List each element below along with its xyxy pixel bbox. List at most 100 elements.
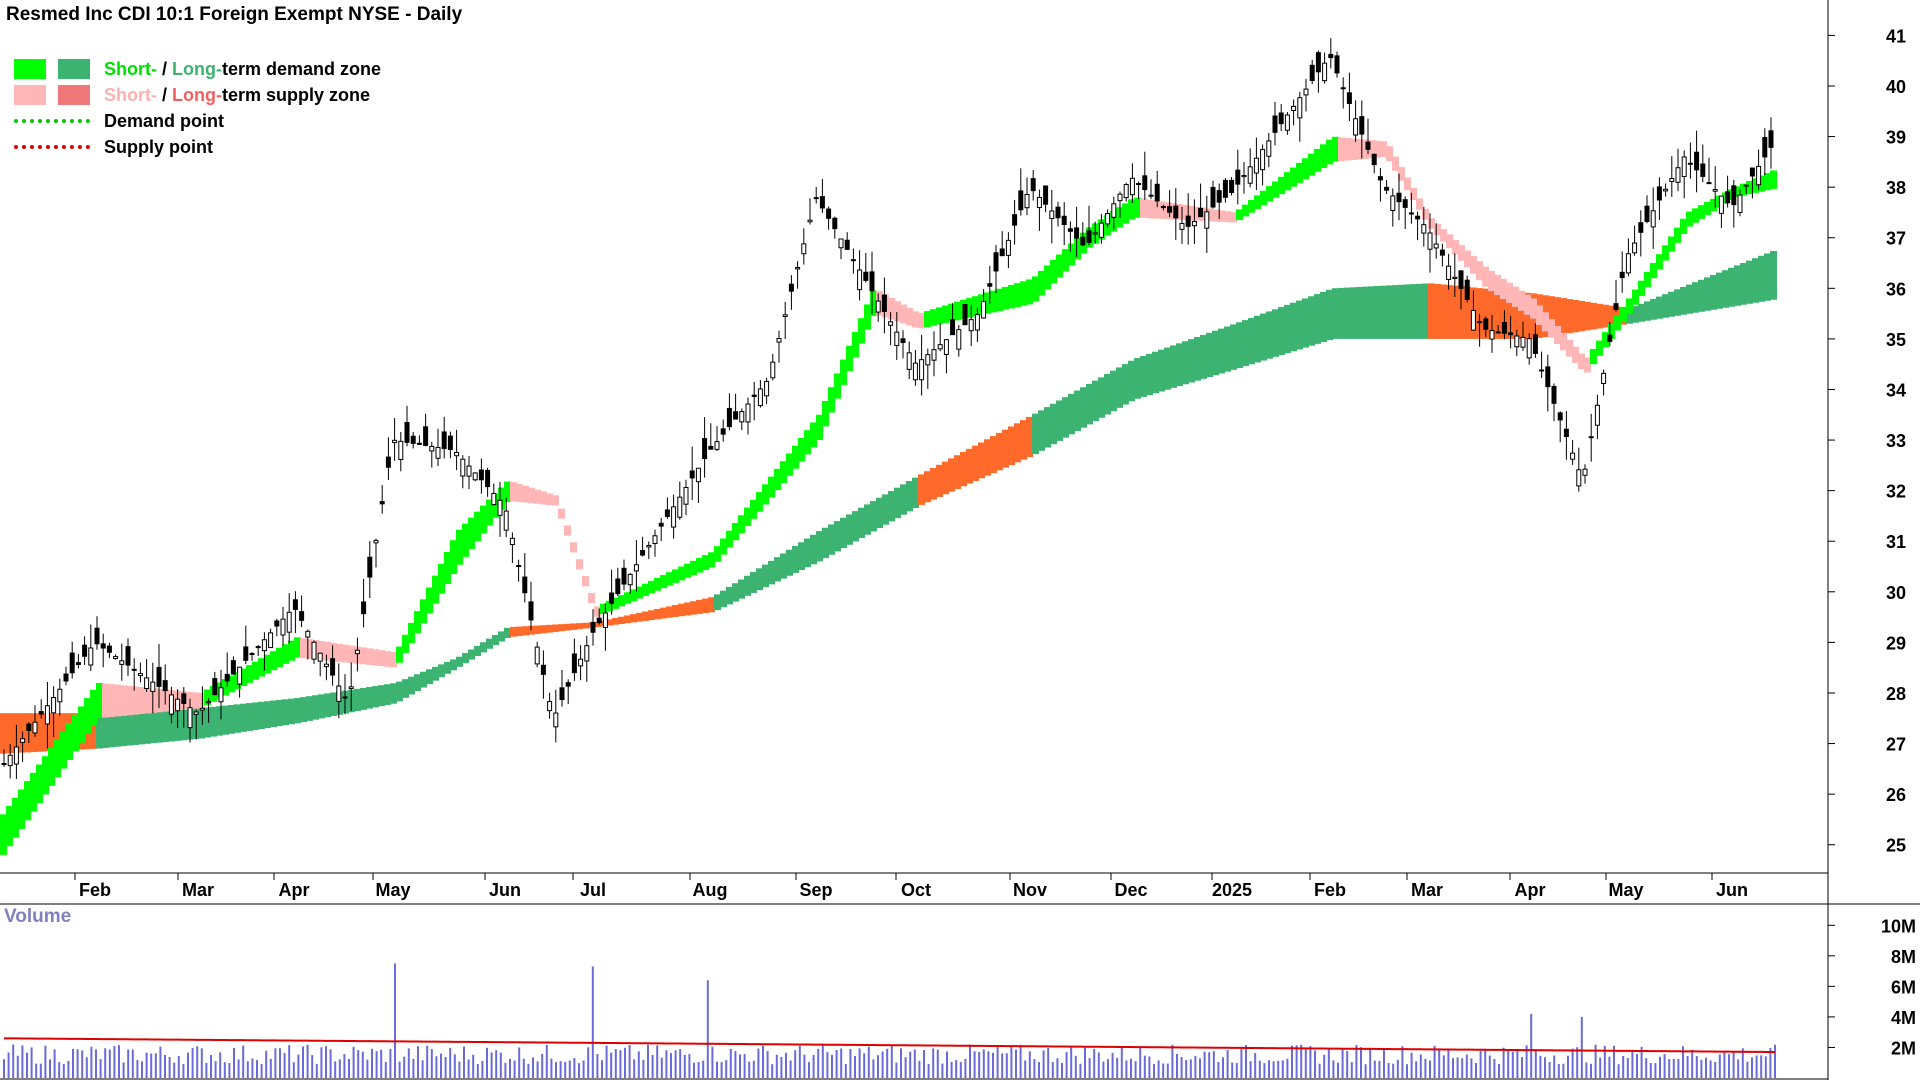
- short-zone-slice: [888, 297, 895, 320]
- short-zone-slice: [1602, 332, 1609, 348]
- candle-body: [695, 467, 701, 483]
- long-zone-slice: [876, 497, 883, 529]
- short-zone-slice: [1398, 167, 1405, 181]
- long-zone-slice: [582, 622, 589, 629]
- candle-body: [1129, 177, 1135, 196]
- long-zone-slice: [1116, 367, 1123, 408]
- candle-body: [1681, 156, 1687, 177]
- long-zone-slice: [24, 713, 31, 753]
- candle-body: [534, 646, 540, 665]
- candle-body: [410, 435, 416, 444]
- candle-body: [627, 573, 633, 586]
- short-zone-slice: [1338, 137, 1345, 162]
- short-zone-slice: [54, 739, 61, 778]
- short-zone-slice: [48, 747, 55, 786]
- short-zone-slice: [1206, 208, 1213, 222]
- candle-body: [330, 658, 336, 676]
- candle-body: [1098, 222, 1104, 238]
- short-zone-slice: [1122, 203, 1129, 224]
- long-term-zone: [0, 251, 1777, 754]
- short-zone-slice: [1146, 199, 1153, 219]
- candle-body: [354, 649, 360, 655]
- short-zone-slice: [1770, 170, 1777, 189]
- legend: Short- / Long- term demand zone Short- /…: [14, 56, 381, 160]
- short-zone-slice: [138, 687, 145, 715]
- long-zone-slice: [564, 623, 571, 631]
- candle-body: [441, 431, 447, 449]
- short-zone-slice: [816, 414, 823, 441]
- candle-body: [912, 362, 918, 381]
- candle-body: [466, 465, 472, 477]
- short-zone-slice: [258, 658, 265, 677]
- long-zone-slice: [1284, 304, 1291, 354]
- long-zone-slice: [762, 564, 769, 588]
- candle-body: [162, 680, 168, 692]
- long-zone-slice: [234, 704, 241, 733]
- candle-body: [1532, 334, 1538, 354]
- long-zone-slice: [642, 611, 649, 621]
- candle-body: [1005, 239, 1011, 256]
- long-zone-slice: [162, 709, 169, 743]
- y-tick-label: 31: [1886, 532, 1906, 552]
- long-zone-slice: [252, 702, 259, 730]
- short-zone-slice: [1512, 286, 1519, 307]
- long-zone-slice: [546, 624, 553, 633]
- candle-body: [373, 539, 379, 544]
- candle-body: [1266, 140, 1272, 157]
- candle-body: [106, 645, 112, 653]
- candle-body: [336, 685, 342, 702]
- candle-body: [423, 426, 429, 446]
- y-tick-label: 27: [1886, 735, 1906, 755]
- long-zone-slice: [1104, 374, 1111, 415]
- long-zone-slice: [834, 521, 841, 552]
- short-zone-slice: [1008, 285, 1015, 309]
- candle-body: [1390, 195, 1396, 211]
- short-zone-slice: [1296, 162, 1303, 183]
- candle-body: [187, 707, 193, 729]
- short-zone-slice: [1542, 312, 1549, 332]
- candle-body: [13, 746, 19, 765]
- x-tick-label: May: [375, 880, 410, 900]
- candle-body: [1557, 412, 1563, 421]
- long-zone-slice: [1272, 309, 1279, 357]
- long-zone-slice: [1326, 289, 1333, 341]
- candle-body: [838, 238, 844, 249]
- candle-body: [1570, 452, 1576, 460]
- candle-body: [981, 301, 987, 319]
- candle-body: [286, 611, 292, 633]
- long-zone-slice: [126, 711, 133, 746]
- long-zone-slice: [912, 477, 919, 509]
- short-zone-slice: [1134, 197, 1141, 218]
- short-zone-slice: [612, 597, 619, 609]
- legend-supply-short: Short-: [104, 84, 157, 105]
- short-zone-slice: [516, 483, 523, 502]
- legend-supply-zone: Short- / Long- term supply zone: [14, 82, 381, 108]
- long-zone-slice: [288, 698, 295, 725]
- legend-demand-point: Demand point: [14, 108, 381, 134]
- candle-body: [565, 682, 571, 687]
- short-zone-slice: [1392, 156, 1399, 171]
- long-zone-slice: [558, 624, 565, 632]
- short-zone-slice: [1536, 305, 1543, 325]
- short-zone-slice: [1326, 139, 1333, 165]
- long-zone-slice: [132, 711, 139, 745]
- short-zone-slice: [1596, 340, 1603, 356]
- demand-point-line-icon: [14, 119, 90, 123]
- candle-body: [1036, 196, 1042, 209]
- volume-tick-label: 8M: [1891, 947, 1916, 967]
- legend-supply-long: Long-: [172, 84, 222, 105]
- y-tick-label: 37: [1886, 229, 1906, 249]
- short-zone-slice: [42, 756, 49, 795]
- candle-body: [745, 403, 751, 423]
- short-zone-slice: [744, 507, 751, 526]
- long-zone-slice: [828, 524, 835, 555]
- short-zone-slice: [294, 637, 301, 658]
- short-zone-slice: [954, 301, 961, 321]
- short-zone-slice: [936, 307, 943, 325]
- short-zone-slice: [426, 587, 433, 614]
- long-zone-slice: [1578, 300, 1585, 332]
- candle-body: [317, 652, 323, 662]
- long-zone-slice: [1446, 285, 1453, 339]
- candle-body: [20, 738, 26, 743]
- long-zone-slice: [1296, 300, 1303, 350]
